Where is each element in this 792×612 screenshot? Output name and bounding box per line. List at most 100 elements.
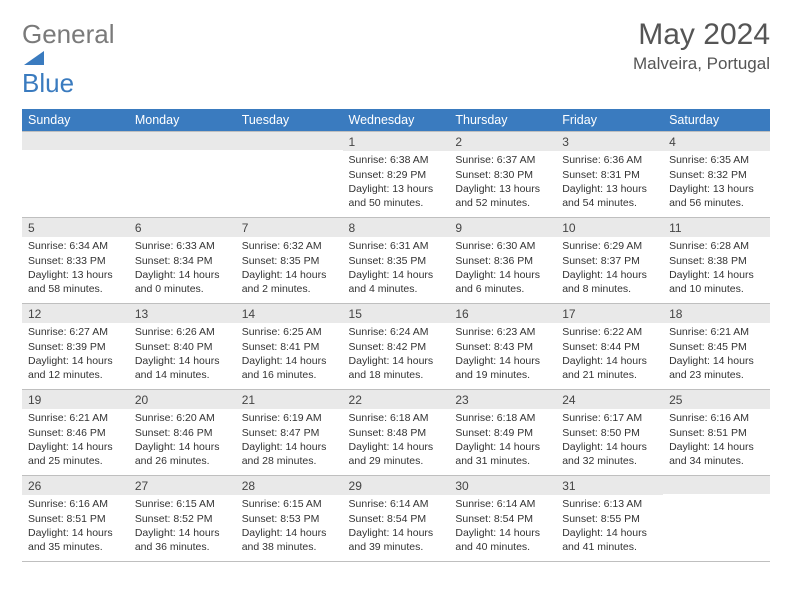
- sunset-line: Sunset: 8:54 PM: [455, 512, 550, 526]
- daylight-line: Daylight: 14 hours and 39 minutes.: [349, 526, 444, 554]
- sunrise-line: Sunrise: 6:20 AM: [135, 411, 230, 425]
- sunset-line: Sunset: 8:32 PM: [669, 168, 764, 182]
- sunrise-line: Sunrise: 6:16 AM: [669, 411, 764, 425]
- sunrise-line: Sunrise: 6:21 AM: [28, 411, 123, 425]
- sunset-line: Sunset: 8:31 PM: [562, 168, 657, 182]
- day-data: Sunrise: 6:24 AMSunset: 8:42 PMDaylight:…: [343, 323, 450, 386]
- calendar-day-cell: 9Sunrise: 6:30 AMSunset: 8:36 PMDaylight…: [449, 218, 556, 304]
- calendar-day-cell: 7Sunrise: 6:32 AMSunset: 8:35 PMDaylight…: [236, 218, 343, 304]
- calendar-day-cell: 8Sunrise: 6:31 AMSunset: 8:35 PMDaylight…: [343, 218, 450, 304]
- sunrise-line: Sunrise: 6:24 AM: [349, 325, 444, 339]
- daylight-line: Daylight: 14 hours and 35 minutes.: [28, 526, 123, 554]
- daylight-line: Daylight: 14 hours and 28 minutes.: [242, 440, 337, 468]
- title-block: May 2024 Malveira, Portugal: [633, 18, 770, 74]
- sunset-line: Sunset: 8:40 PM: [135, 340, 230, 354]
- sunset-line: Sunset: 8:51 PM: [669, 426, 764, 440]
- calendar-day-cell: 29Sunrise: 6:14 AMSunset: 8:54 PMDayligh…: [343, 476, 450, 562]
- sunrise-line: Sunrise: 6:38 AM: [349, 153, 444, 167]
- daylight-line: Daylight: 13 hours and 50 minutes.: [349, 182, 444, 210]
- day-number: 11: [663, 218, 770, 237]
- day-data: Sunrise: 6:37 AMSunset: 8:30 PMDaylight:…: [449, 151, 556, 214]
- sunset-line: Sunset: 8:35 PM: [242, 254, 337, 268]
- day-number: 3: [556, 132, 663, 151]
- header: General Blue May 2024 Malveira, Portugal: [22, 18, 770, 95]
- logo: General Blue: [22, 18, 132, 95]
- logo-text-1: General: [22, 22, 115, 47]
- day-data: Sunrise: 6:22 AMSunset: 8:44 PMDaylight:…: [556, 323, 663, 386]
- daylight-line: Daylight: 13 hours and 58 minutes.: [28, 268, 123, 296]
- day-data: Sunrise: 6:19 AMSunset: 8:47 PMDaylight:…: [236, 409, 343, 472]
- sunset-line: Sunset: 8:41 PM: [242, 340, 337, 354]
- calendar-day-cell: 20Sunrise: 6:20 AMSunset: 8:46 PMDayligh…: [129, 390, 236, 476]
- day-data: Sunrise: 6:15 AMSunset: 8:52 PMDaylight:…: [129, 495, 236, 558]
- month-title: May 2024: [633, 18, 770, 52]
- sunrise-line: Sunrise: 6:21 AM: [669, 325, 764, 339]
- day-number: 2: [449, 132, 556, 151]
- day-data: Sunrise: 6:31 AMSunset: 8:35 PMDaylight:…: [343, 237, 450, 300]
- day-data: Sunrise: 6:16 AMSunset: 8:51 PMDaylight:…: [663, 409, 770, 472]
- day-data: Sunrise: 6:33 AMSunset: 8:34 PMDaylight:…: [129, 237, 236, 300]
- calendar-day-cell: 27Sunrise: 6:15 AMSunset: 8:52 PMDayligh…: [129, 476, 236, 562]
- day-number: 21: [236, 390, 343, 409]
- sunrise-line: Sunrise: 6:16 AM: [28, 497, 123, 511]
- sunrise-line: Sunrise: 6:27 AM: [28, 325, 123, 339]
- daylight-line: Daylight: 14 hours and 16 minutes.: [242, 354, 337, 382]
- sunset-line: Sunset: 8:47 PM: [242, 426, 337, 440]
- weekday-header: Wednesday: [343, 109, 450, 132]
- day-data: Sunrise: 6:21 AMSunset: 8:46 PMDaylight:…: [22, 409, 129, 472]
- calendar-day-cell: 24Sunrise: 6:17 AMSunset: 8:50 PMDayligh…: [556, 390, 663, 476]
- calendar-day-cell: 12Sunrise: 6:27 AMSunset: 8:39 PMDayligh…: [22, 304, 129, 390]
- day-data: Sunrise: 6:26 AMSunset: 8:40 PMDaylight:…: [129, 323, 236, 386]
- sunrise-line: Sunrise: 6:31 AM: [349, 239, 444, 253]
- sunset-line: Sunset: 8:37 PM: [562, 254, 657, 268]
- day-data: Sunrise: 6:27 AMSunset: 8:39 PMDaylight:…: [22, 323, 129, 386]
- sunset-line: Sunset: 8:33 PM: [28, 254, 123, 268]
- day-number: 6: [129, 218, 236, 237]
- day-number: 20: [129, 390, 236, 409]
- sunrise-line: Sunrise: 6:17 AM: [562, 411, 657, 425]
- calendar-day-cell: 1Sunrise: 6:38 AMSunset: 8:29 PMDaylight…: [343, 132, 450, 218]
- day-number: [129, 132, 236, 150]
- sunset-line: Sunset: 8:53 PM: [242, 512, 337, 526]
- day-number: 29: [343, 476, 450, 495]
- daylight-line: Daylight: 14 hours and 18 minutes.: [349, 354, 444, 382]
- day-data: Sunrise: 6:21 AMSunset: 8:45 PMDaylight:…: [663, 323, 770, 386]
- sunrise-line: Sunrise: 6:30 AM: [455, 239, 550, 253]
- daylight-line: Daylight: 14 hours and 10 minutes.: [669, 268, 764, 296]
- day-number: 30: [449, 476, 556, 495]
- calendar-day-cell: 19Sunrise: 6:21 AMSunset: 8:46 PMDayligh…: [22, 390, 129, 476]
- daylight-line: Daylight: 14 hours and 31 minutes.: [455, 440, 550, 468]
- day-number: 27: [129, 476, 236, 495]
- calendar-week-row: 5Sunrise: 6:34 AMSunset: 8:33 PMDaylight…: [22, 218, 770, 304]
- calendar-day-cell: 11Sunrise: 6:28 AMSunset: 8:38 PMDayligh…: [663, 218, 770, 304]
- sunrise-line: Sunrise: 6:32 AM: [242, 239, 337, 253]
- calendar-day-cell: 21Sunrise: 6:19 AMSunset: 8:47 PMDayligh…: [236, 390, 343, 476]
- daylight-line: Daylight: 13 hours and 52 minutes.: [455, 182, 550, 210]
- calendar-day-cell: 28Sunrise: 6:15 AMSunset: 8:53 PMDayligh…: [236, 476, 343, 562]
- sunset-line: Sunset: 8:44 PM: [562, 340, 657, 354]
- daylight-line: Daylight: 14 hours and 29 minutes.: [349, 440, 444, 468]
- day-number: 22: [343, 390, 450, 409]
- sunset-line: Sunset: 8:52 PM: [135, 512, 230, 526]
- daylight-line: Daylight: 14 hours and 21 minutes.: [562, 354, 657, 382]
- day-number: 14: [236, 304, 343, 323]
- day-data: Sunrise: 6:20 AMSunset: 8:46 PMDaylight:…: [129, 409, 236, 472]
- calendar-day-cell: 4Sunrise: 6:35 AMSunset: 8:32 PMDaylight…: [663, 132, 770, 218]
- weekday-header: Sunday: [22, 109, 129, 132]
- day-number: 1: [343, 132, 450, 151]
- day-number: 28: [236, 476, 343, 495]
- logo-text-2: Blue: [22, 71, 74, 96]
- daylight-line: Daylight: 14 hours and 14 minutes.: [135, 354, 230, 382]
- day-data: Sunrise: 6:15 AMSunset: 8:53 PMDaylight:…: [236, 495, 343, 558]
- daylight-line: Daylight: 14 hours and 40 minutes.: [455, 526, 550, 554]
- day-data: Sunrise: 6:14 AMSunset: 8:54 PMDaylight:…: [343, 495, 450, 558]
- sunset-line: Sunset: 8:55 PM: [562, 512, 657, 526]
- day-data: Sunrise: 6:14 AMSunset: 8:54 PMDaylight:…: [449, 495, 556, 558]
- calendar-day-cell: 3Sunrise: 6:36 AMSunset: 8:31 PMDaylight…: [556, 132, 663, 218]
- daylight-line: Daylight: 14 hours and 19 minutes.: [455, 354, 550, 382]
- sunrise-line: Sunrise: 6:22 AM: [562, 325, 657, 339]
- daylight-line: Daylight: 14 hours and 32 minutes.: [562, 440, 657, 468]
- calendar-day-cell: 2Sunrise: 6:37 AMSunset: 8:30 PMDaylight…: [449, 132, 556, 218]
- daylight-line: Daylight: 13 hours and 54 minutes.: [562, 182, 657, 210]
- daylight-line: Daylight: 14 hours and 38 minutes.: [242, 526, 337, 554]
